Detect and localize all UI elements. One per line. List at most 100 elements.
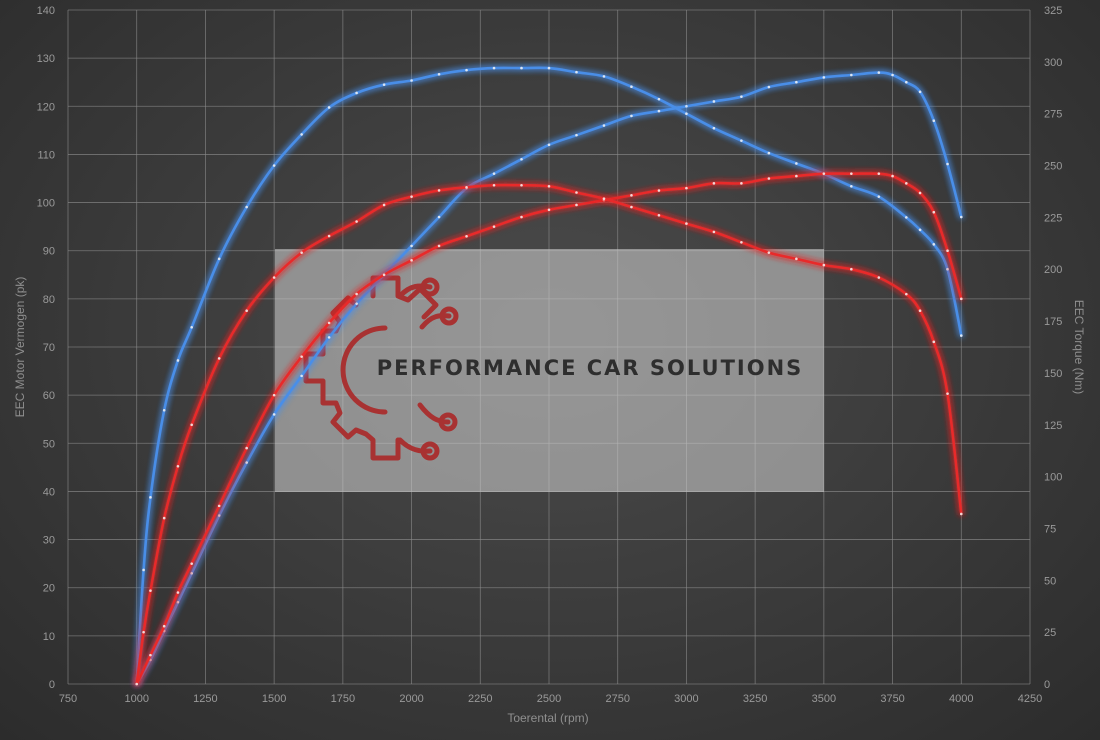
x-tick-label: 750 [59,693,77,705]
x-tick-label: 2000 [399,693,423,705]
data-point [712,100,716,103]
right-tick-label: 125 [1044,420,1062,432]
data-point [712,182,716,185]
x-tick-label: 2250 [468,693,492,705]
watermark-text: PERFORMANCE CAR SOLUTIONS [377,356,804,380]
data-point [327,234,331,238]
data-point [630,85,633,89]
data-point [795,174,798,178]
left-tick-label: 60 [43,390,55,402]
data-point [932,119,936,123]
series-red-left [135,172,963,686]
data-point [891,73,894,77]
data-point [905,182,908,185]
series-blue-right [135,66,963,686]
data-point [877,172,881,175]
data-point [959,297,963,301]
data-point [300,251,303,254]
data-point [959,215,963,219]
chart-series [135,66,963,686]
data-point [410,244,413,248]
right-axis-ticks: 0 25 50 75 100 125 150 175 200 225 250 275 300 325 [1044,5,1062,691]
data-point [382,203,386,207]
data-point [520,66,523,70]
data-point [547,184,551,188]
left-tick-label: 0 [49,679,55,691]
data-point [272,276,276,279]
data-point [382,273,386,277]
data-point [905,292,908,296]
right-tick-label: 325 [1044,5,1062,17]
left-tick-label: 140 [37,5,55,17]
data-point [712,126,716,130]
data-point [465,68,468,72]
data-point [520,183,523,187]
data-point [272,393,276,397]
data-point [135,682,139,686]
data-point [795,162,798,165]
data-point [355,220,358,223]
data-point [946,267,949,271]
data-point [547,143,551,147]
data-point [520,157,523,161]
data-point [520,215,523,219]
x-tick-label: 3500 [812,693,836,705]
right-tick-label: 200 [1044,264,1062,276]
left-tick-label: 40 [43,486,55,498]
data-point [355,91,358,95]
data-point [602,124,606,127]
data-point [176,359,180,362]
right-tick-label: 100 [1044,472,1062,484]
data-point [932,243,936,246]
right-tick-label: 275 [1044,109,1062,121]
data-point [149,589,152,592]
data-point [327,106,331,109]
data-point [767,85,771,89]
left-tick-label: 100 [37,198,55,210]
x-tick-label: 3000 [674,693,698,705]
data-point [602,197,606,201]
data-point [850,172,853,175]
data-point [355,292,358,296]
data-point [657,109,661,113]
data-point [795,80,798,84]
data-point [740,182,743,185]
data-point [176,464,180,468]
data-point [905,216,908,219]
watermark: PERFORMANCE CAR SOLUTIONS [275,249,824,492]
data-point [685,222,688,225]
data-point [850,73,853,77]
right-tick-label: 250 [1044,161,1062,173]
data-point [162,408,166,412]
data-point [630,194,633,197]
left-tick-label: 120 [37,101,55,113]
data-point [946,162,949,166]
data-point [685,186,688,190]
data-point [547,66,551,70]
right-tick-label: 75 [1044,523,1056,535]
data-point [575,70,578,74]
left-tick-label: 130 [37,53,55,65]
data-point [891,174,894,178]
data-point [492,66,496,70]
data-point [355,302,358,305]
data-point [382,83,386,86]
x-tick-label: 1500 [262,693,286,705]
data-point [465,186,468,189]
x-tick-label: 1750 [331,693,355,705]
x-axis-ticks: 750 1000 1250 1500 1750 2000 2250 2500 2750 3000 3… [59,693,1042,705]
data-point [492,172,496,175]
data-point [822,263,826,267]
data-point [437,244,441,248]
data-point [850,267,853,271]
data-point [877,195,881,198]
data-point [492,225,496,228]
right-tick-label: 150 [1044,368,1062,380]
right-tick-label: 25 [1044,627,1056,639]
series-line [135,183,963,686]
data-point [245,309,248,313]
left-tick-label: 50 [43,438,55,450]
data-point [142,568,145,572]
right-tick-label: 300 [1044,57,1062,69]
left-tick-label: 30 [43,535,55,547]
